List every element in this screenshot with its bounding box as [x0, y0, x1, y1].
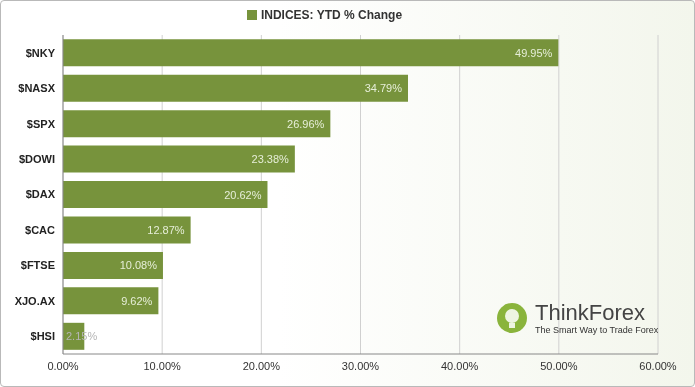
svg-text:12.87%: 12.87% [147, 224, 185, 236]
svg-text:2.15%: 2.15% [66, 330, 97, 342]
svg-text:XJO.AX: XJO.AX [15, 295, 56, 307]
svg-text:$SPX: $SPX [27, 118, 56, 130]
svg-text:20.00%: 20.00% [243, 360, 281, 372]
svg-text:$NASX: $NASX [18, 82, 55, 94]
html-text:ThinkForex: ThinkForex [535, 299, 645, 325]
svg-text:$CAC: $CAC [25, 224, 55, 236]
svg-text:9.62%: 9.62% [121, 295, 152, 307]
svg-text:10.08%: 10.08% [120, 259, 158, 271]
svg-text:10.00%: 10.00% [144, 360, 182, 372]
svg-text:34.79%: 34.79% [365, 82, 403, 94]
svg-text:$DOWI: $DOWI [19, 153, 55, 165]
svg-text:$FTSE: $FTSE [21, 259, 55, 271]
svg-text:$NKY: $NKY [26, 47, 56, 59]
svg-text:49.95%: 49.95% [515, 47, 553, 59]
svg-text:26.96%: 26.96% [287, 118, 325, 130]
html-text:The Smart Way to Trade Forex: The Smart Way to Trade Forex [535, 324, 659, 335]
svg-text:40.00%: 40.00% [441, 360, 479, 372]
svg-text:50.00%: 50.00% [540, 360, 578, 372]
svg-text:$DAX: $DAX [26, 188, 56, 200]
svg-text:30.00%: 30.00% [342, 360, 380, 372]
svg-text:0.00%: 0.00% [47, 360, 78, 372]
svg-text:$HSI: $HSI [31, 330, 55, 342]
html-text:INDICES: YTD % Change: INDICES: YTD % Change [260, 8, 403, 22]
svg-text:60.00%: 60.00% [639, 360, 677, 372]
svg-text:20.62%: 20.62% [224, 189, 262, 201]
svg-text:23.38%: 23.38% [252, 153, 290, 165]
